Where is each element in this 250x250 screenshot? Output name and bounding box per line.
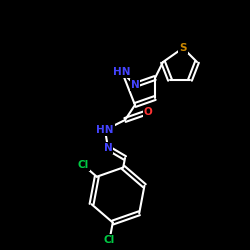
Text: N: N [130,80,140,90]
Text: Cl: Cl [78,160,89,170]
Text: HN: HN [113,67,131,77]
Text: S: S [179,43,187,53]
Text: Cl: Cl [104,235,115,245]
Text: HN: HN [96,125,114,135]
Text: O: O [144,107,152,117]
Text: N: N [104,143,112,153]
